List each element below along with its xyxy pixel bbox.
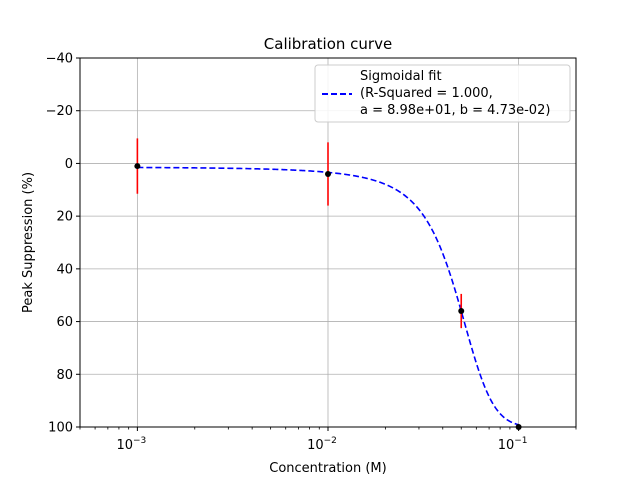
x-tick-label: 10−1 [498, 436, 528, 453]
y-axis-label: Peak Suppression (%) [21, 172, 36, 313]
data-point [325, 170, 331, 177]
error-bars [136, 138, 463, 329]
y-tick-label: 0 [65, 157, 73, 172]
y-tick-label: 100 [48, 421, 73, 436]
data-point [134, 163, 141, 170]
y-tick-label: 20 [56, 210, 73, 225]
legend-label-line-2: (R-Squared = 1.000, [360, 86, 493, 101]
y-tick-label: 80 [56, 368, 73, 383]
chart-title: Calibration curve [264, 35, 392, 53]
x-axis-label: Concentration (M) [269, 461, 386, 476]
y-tick-label: 60 [56, 315, 73, 330]
legend-label-line-3: a = 8.98e+01, b = 4.73e-02) [360, 103, 550, 118]
plot-frame [79, 57, 577, 428]
y-tick-label: −40 [46, 52, 73, 67]
legend-box [314, 64, 571, 123]
y-tick-label: −20 [46, 104, 73, 119]
y-tick-label: 40 [56, 262, 73, 277]
tick-layer: −40 −20 0 20 40 60 80 100 10−3 10−2 10−1 [46, 52, 577, 453]
data-point [458, 308, 465, 315]
x-tick-label: 10−3 [116, 436, 146, 453]
legend: Sigmoidal fit (R-Squared = 1.000, a = 8.… [314, 64, 571, 123]
legend-label-line-1: Sigmoidal fit [360, 69, 442, 84]
x-tick-label: 10−2 [307, 436, 337, 453]
